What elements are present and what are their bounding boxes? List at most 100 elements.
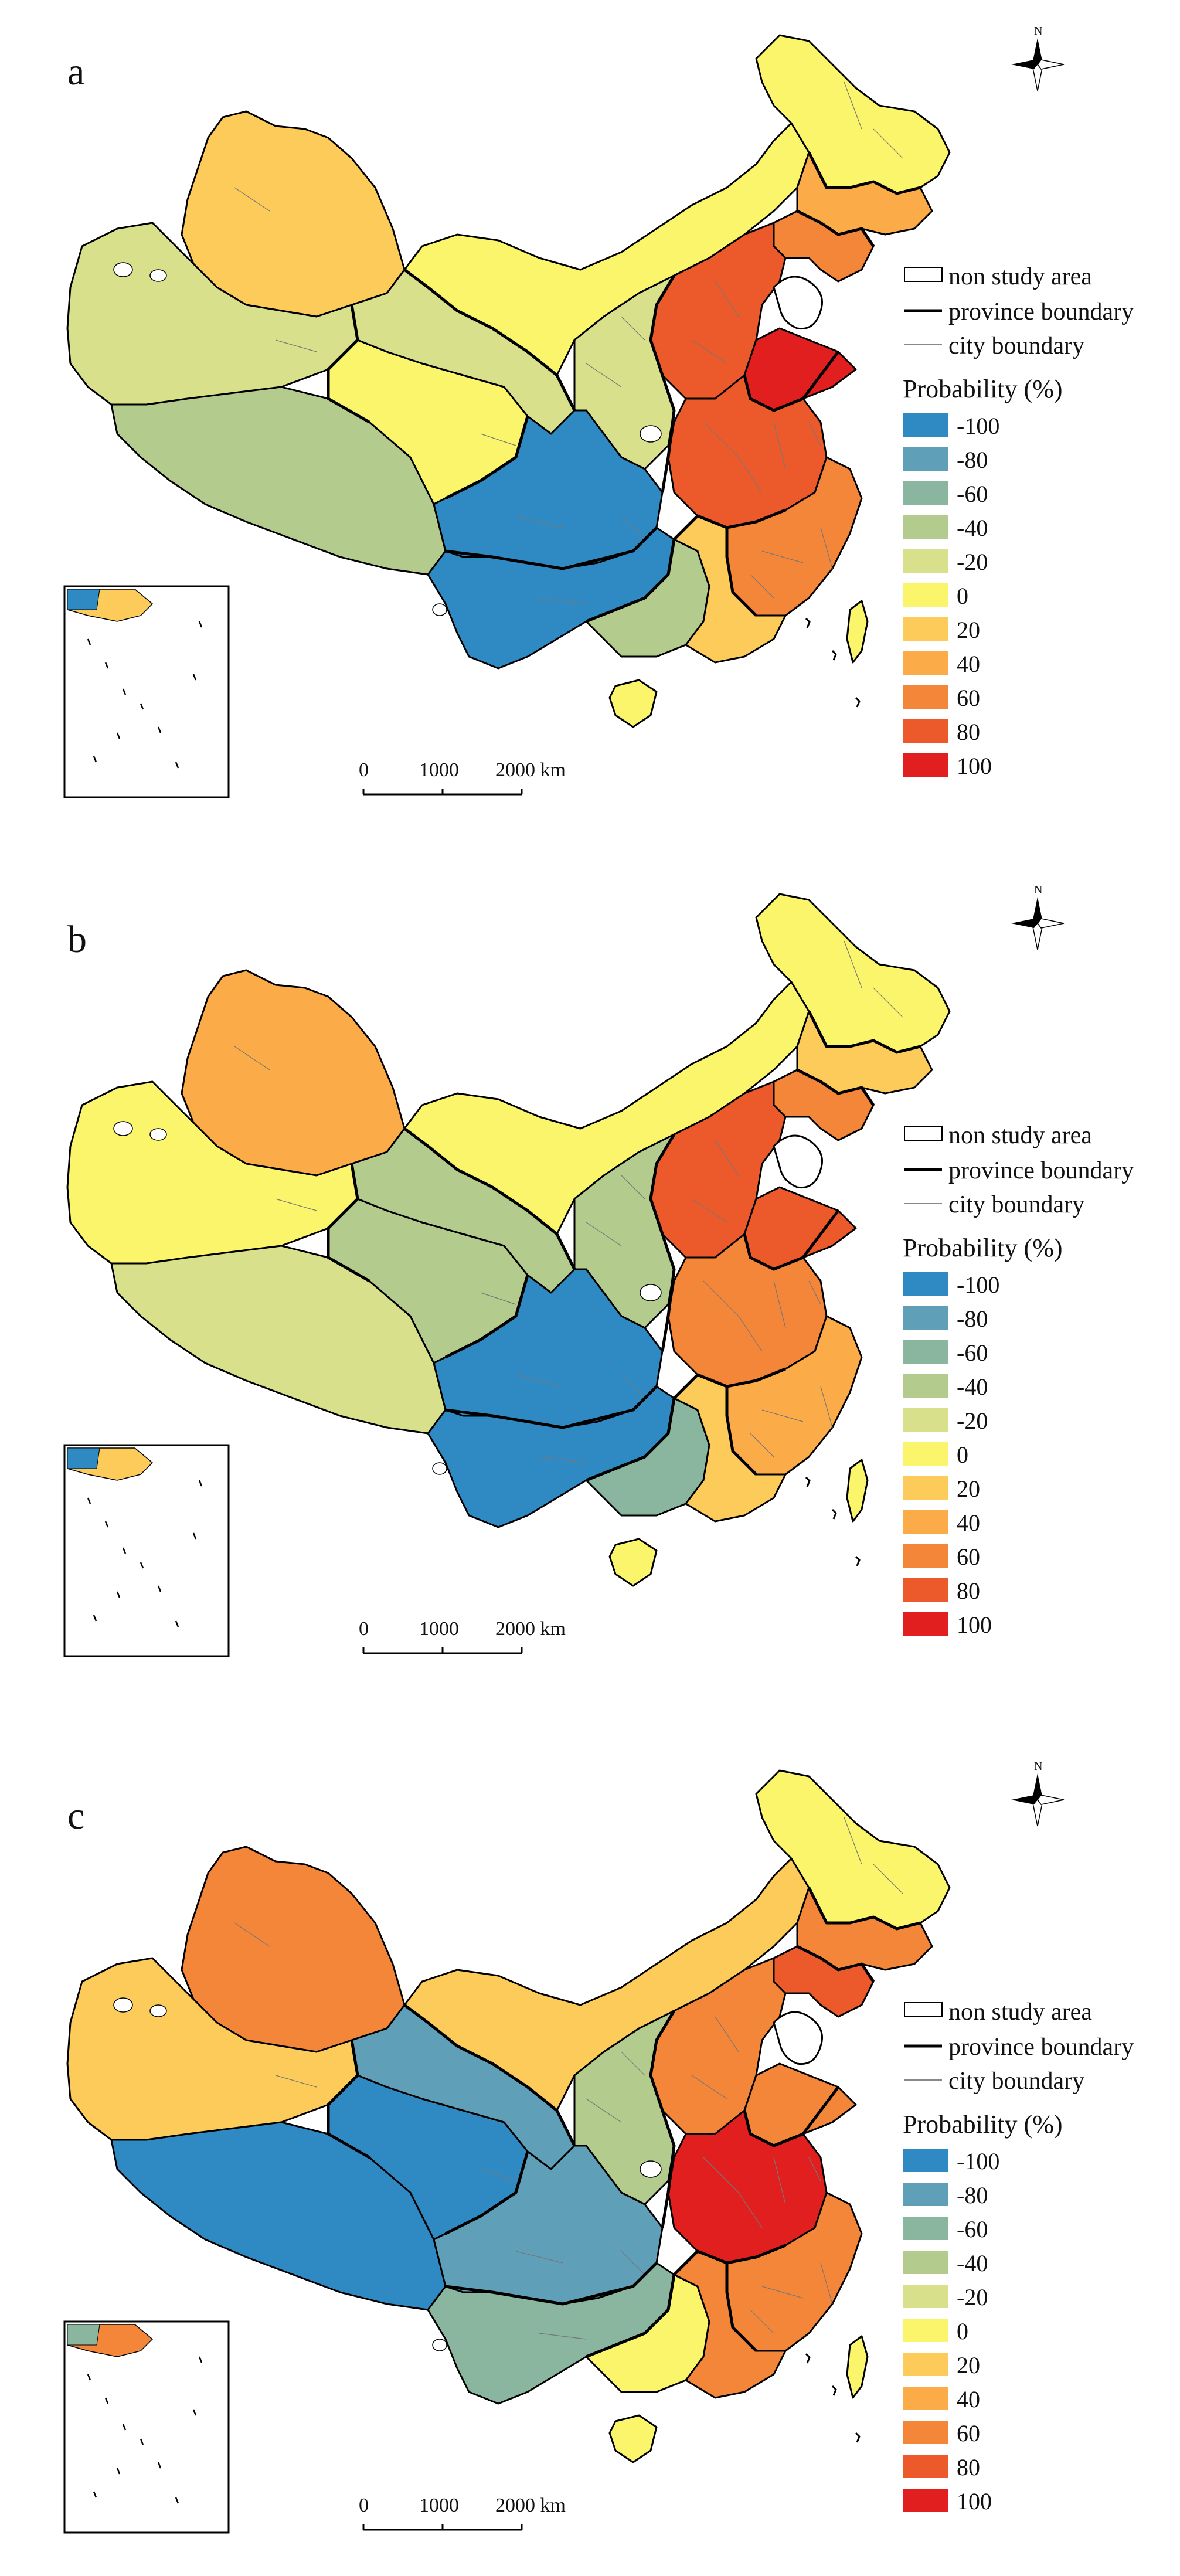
legend-swatch [903, 651, 948, 675]
legend-title: Probability (%) [903, 1233, 1063, 1262]
legend-swatch [903, 1578, 948, 1602]
province-boundary-line [725, 1386, 757, 1476]
legend-line-label: city boundary [948, 1191, 1085, 1218]
north-arrow-icon [1011, 897, 1065, 950]
legend-line-samples [904, 267, 943, 345]
city-boundary-line [480, 2169, 516, 2181]
legend-swatch-label: -60 [957, 1340, 988, 1366]
north-arrow-icon [1011, 1773, 1065, 1827]
region-hainan [608, 2414, 658, 2463]
non-study-area-patch [149, 269, 167, 282]
legend-swatch-label: 100 [957, 753, 992, 779]
legend-title: Probability (%) [903, 2110, 1063, 2139]
legend-swatch-label: 60 [957, 2420, 980, 2446]
scale-bar-label: 1000 [419, 2495, 459, 2516]
province-boundary-line [403, 2004, 576, 2147]
province-boundary-line [586, 1398, 676, 1482]
legend-swatch [903, 1476, 948, 1500]
south-china-sea-inset [63, 585, 230, 798]
legend-swatch-label: 40 [957, 651, 980, 677]
china-map-c [63, 1769, 1065, 2534]
province-boundary-line [445, 2262, 658, 2306]
island-mark [805, 1476, 811, 1487]
legend-swatch [903, 1544, 948, 1568]
china-map-b [63, 893, 1065, 1657]
panel-letter-c: c [67, 1795, 85, 1837]
non-study-area-patch [149, 2004, 167, 2017]
city-boundary-line [703, 422, 763, 493]
bohai-sea [773, 1134, 823, 1189]
province-boundary-line [649, 1133, 676, 1352]
legend-swatch-label: -80 [957, 2182, 988, 2208]
north-arrow-label: N [1034, 1760, 1043, 1773]
region-heilongjiang [755, 1769, 951, 1930]
city-boundary-line [761, 550, 804, 563]
legend-swatch-label: -100 [957, 2148, 1000, 2174]
city-boundary-line [715, 2016, 739, 2052]
legend-swatch [903, 583, 948, 607]
city-boundary-line [539, 597, 587, 604]
legend-swatch [903, 2319, 948, 2342]
legend-swatch [903, 1408, 948, 1432]
province-boundary-line [586, 539, 676, 623]
city-boundary-line [275, 2075, 317, 2088]
city-boundary-line [750, 574, 774, 599]
legend-swatch [903, 447, 948, 471]
scale-bar-label: 0 [359, 2495, 369, 2516]
bohai-sea [773, 276, 823, 330]
city-boundary-line [586, 2098, 622, 2123]
region-taiwan [846, 600, 869, 664]
legend-swatch [903, 2251, 948, 2274]
province-boundary-line [445, 526, 658, 570]
legend-swatch [903, 2387, 948, 2410]
province-boundary-line [403, 1127, 576, 1270]
legend-swatch [903, 753, 948, 777]
legend-swatch-label: 0 [957, 2318, 968, 2344]
city-boundary-line [621, 1175, 645, 1199]
city-boundary-line [515, 2251, 563, 2264]
region-hainan [608, 1538, 658, 1587]
legend-line-label: non study area [948, 1122, 1092, 1149]
city-boundary-line [873, 1864, 903, 1894]
city-boundary-line [621, 316, 645, 341]
legend-swatch [903, 2183, 948, 2206]
non-study-area-patch [113, 1121, 133, 1136]
legend-swatch-label: 100 [957, 1612, 992, 1638]
legend-swatch-label: -60 [957, 481, 988, 507]
scale-bar [362, 789, 523, 796]
city-boundary-line [808, 2157, 821, 2181]
city-boundary-line [586, 1222, 622, 1246]
legend-swatch [903, 1272, 948, 1296]
city-boundary-line [820, 527, 833, 569]
north-arrow-icon [1011, 38, 1065, 91]
city-boundary-line [873, 987, 903, 1018]
city-boundary-line [761, 1409, 804, 1422]
legend-swatch [903, 549, 948, 573]
province-boundary-line [807, 151, 921, 195]
region-taiwan [846, 2335, 869, 2399]
legend-swatch-label: -40 [957, 1374, 988, 1400]
legend-swatch [903, 1510, 948, 1534]
legend-swatch-label: -40 [957, 2250, 988, 2276]
non-study-area-patch [640, 2160, 662, 2178]
city-boundary-line [621, 515, 645, 540]
city-boundary-line [621, 1374, 645, 1399]
city-boundary-line [275, 1198, 317, 1211]
non-study-area-patch [113, 262, 133, 277]
province-boundary-line [327, 2040, 370, 2159]
province-boundary-line [327, 1163, 370, 1283]
province-boundary-line [807, 1010, 921, 1054]
city-boundary-line [480, 1292, 516, 1305]
legend-swatch-label: 80 [957, 719, 980, 745]
city-boundary-line [691, 1198, 727, 1223]
city-boundary-line [621, 2251, 645, 2275]
city-boundary-line [773, 2157, 786, 2205]
legend-swatch-label: 40 [957, 2386, 980, 2412]
city-boundary-line [539, 2333, 587, 2340]
legend-swatch-label: 20 [957, 2352, 980, 2378]
panel-letter-b: b [67, 918, 87, 961]
region-shandong [743, 1186, 857, 1270]
city-boundary-line [234, 187, 270, 212]
panel-a: a non study area province boundary city bo… [0, 0, 1180, 809]
legend-swatch [903, 2285, 948, 2308]
